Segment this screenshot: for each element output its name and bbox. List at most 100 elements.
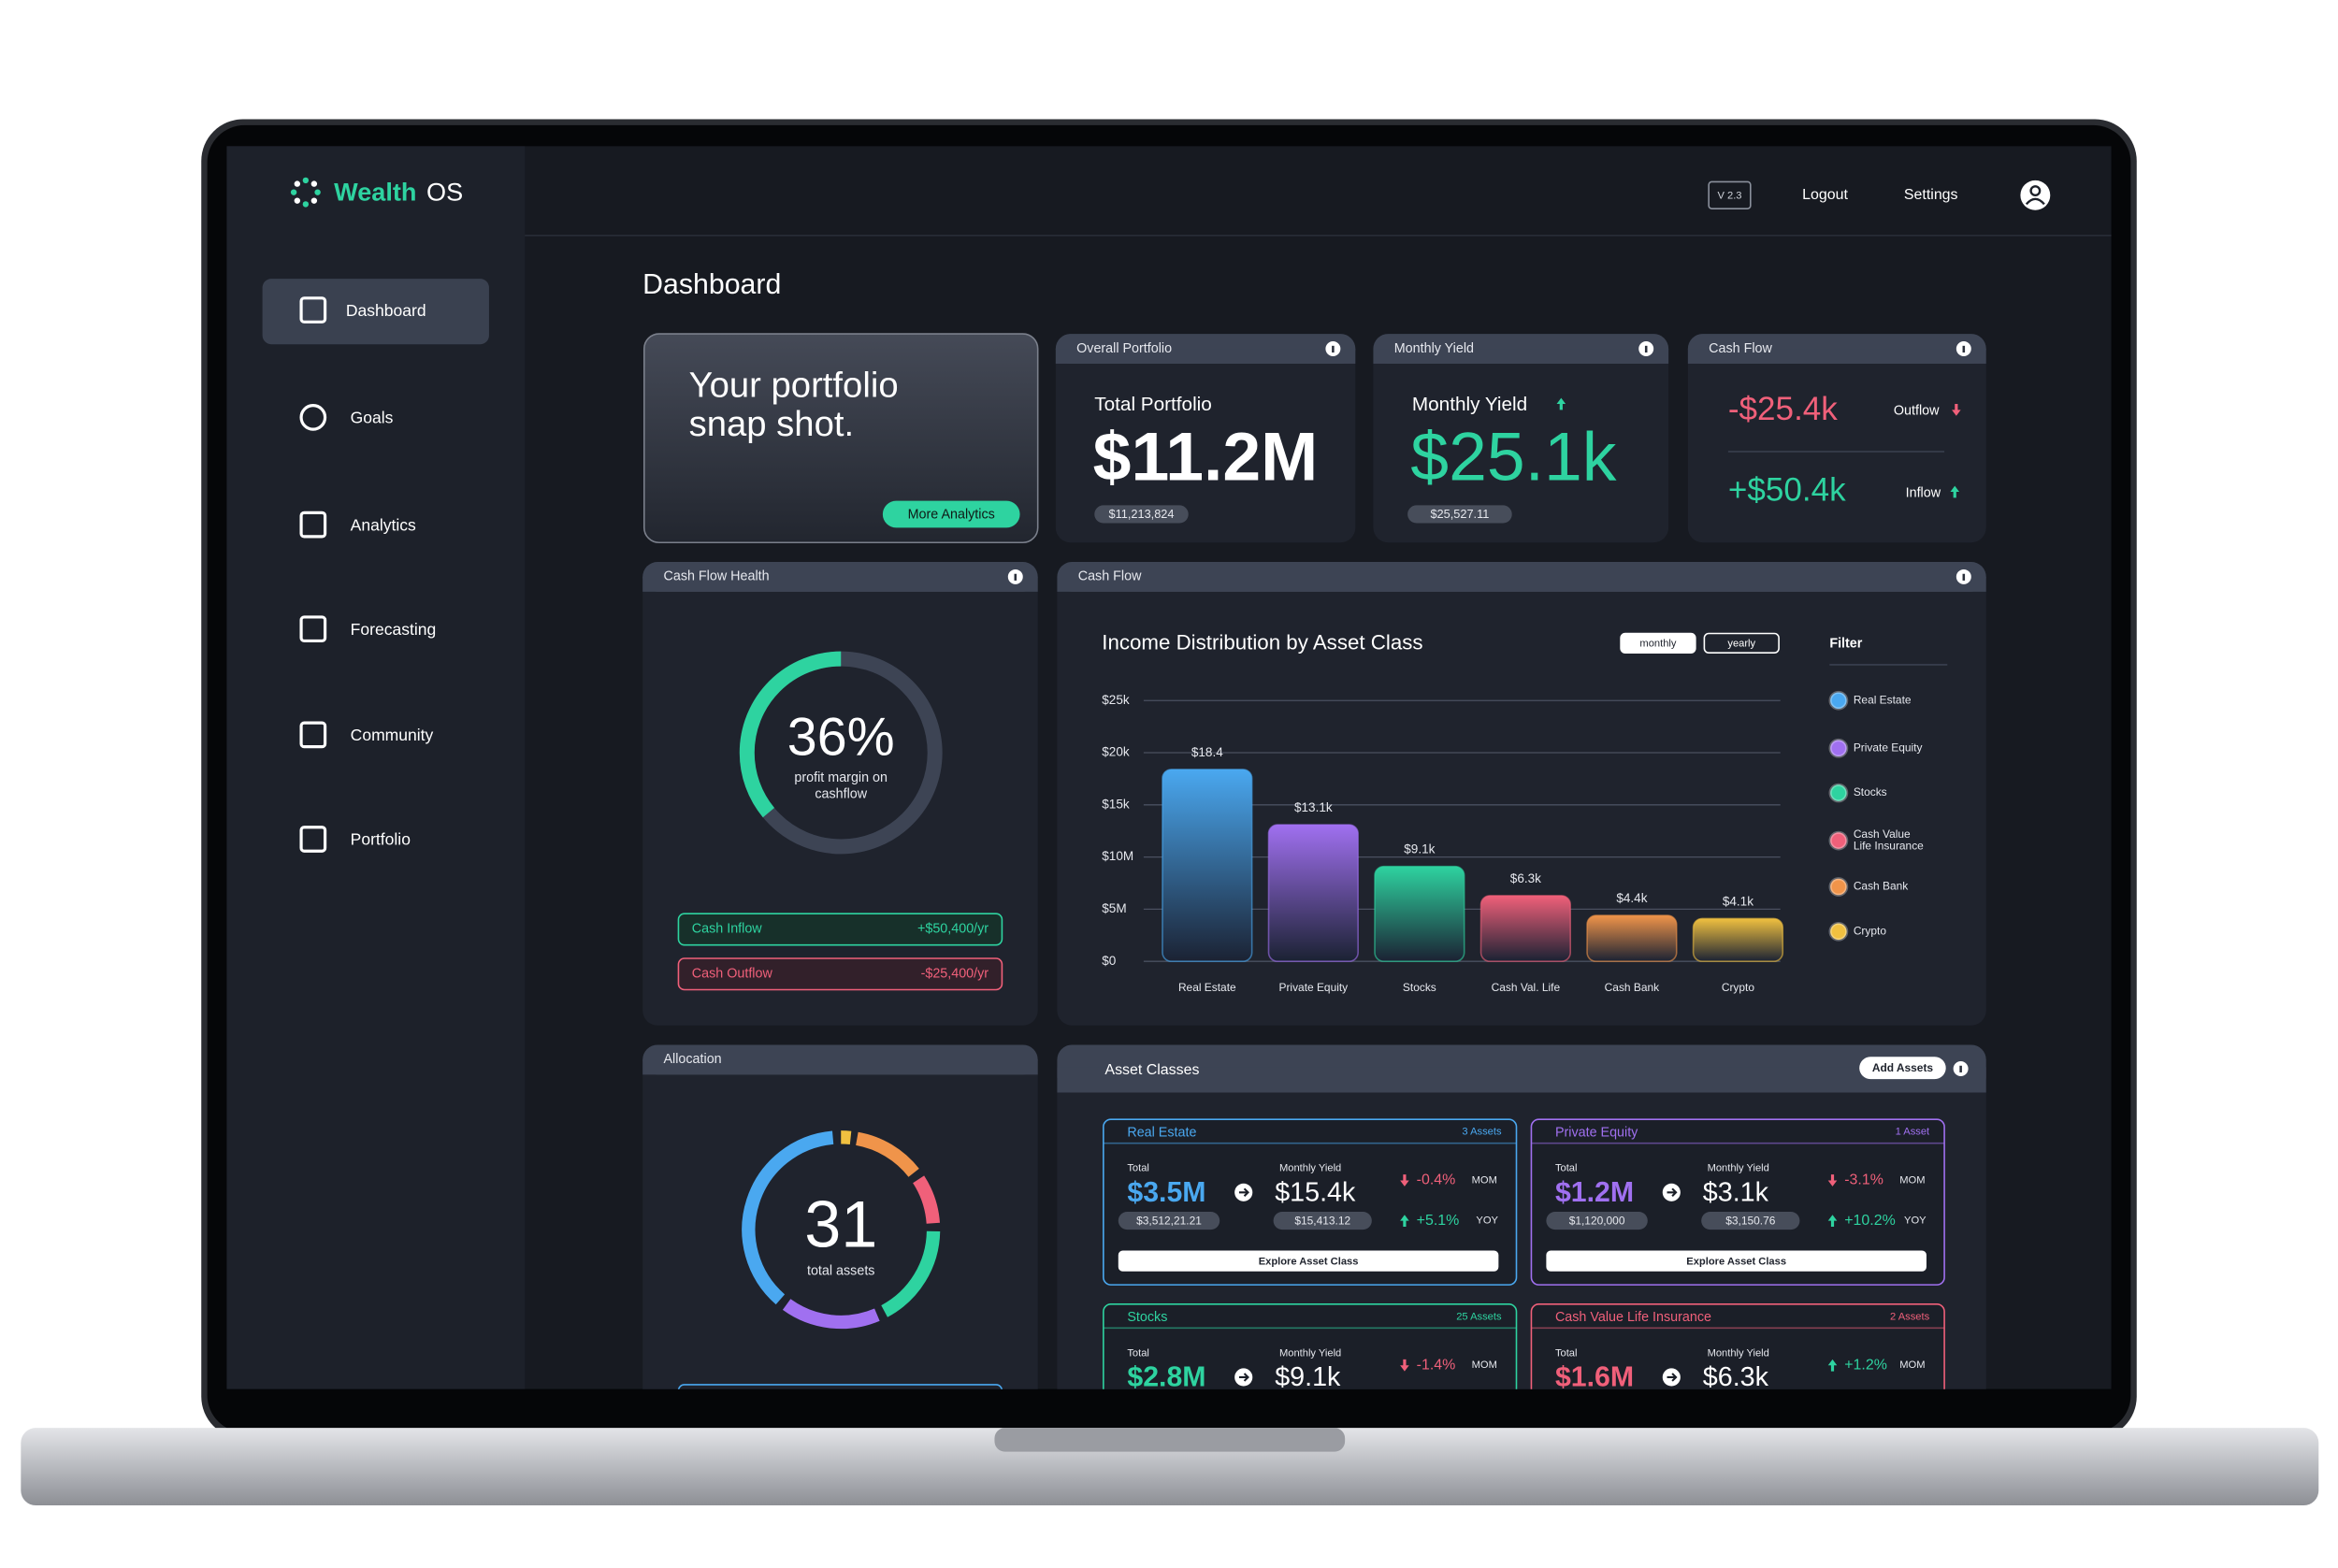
asset-card-name: Cash Value Life Insurance <box>1555 1310 1711 1325</box>
filter-label: Crypto <box>1854 924 1887 937</box>
filter-label: Stocks <box>1854 785 1887 798</box>
logo-dot <box>310 180 318 187</box>
asset-mom: -3.1% <box>1844 1172 1883 1188</box>
nav-item[interactable]: Portfolio <box>351 830 411 849</box>
cash-outflow-value: -$25,400/yr <box>921 967 989 982</box>
asset-yield-exact-bg <box>1701 1212 1800 1230</box>
nav-icon <box>299 511 327 539</box>
x-tick-label: Cash Bank <box>1605 981 1659 994</box>
nav-item[interactable]: Dashboard <box>346 301 426 320</box>
version-box <box>1708 180 1752 209</box>
arrow-glyph <box>1238 1373 1249 1382</box>
bar-value-label: $4.4k <box>1616 891 1647 905</box>
card-header-fill <box>1055 349 1356 364</box>
filter-label: Cash Bank <box>1854 880 1908 893</box>
nav-item[interactable]: Analytics <box>351 515 416 534</box>
total-portfolio-exact-bg <box>1094 505 1189 524</box>
brand-name: Wealth <box>334 177 416 206</box>
asset-card <box>1530 1303 1945 1389</box>
card-header-fill <box>1057 576 1986 592</box>
inflow-value: +$50.4k <box>1728 471 1846 508</box>
card-header-title: Allocation <box>664 1052 722 1067</box>
brand-suffix: OS <box>426 177 463 206</box>
asset-yoy: +5.1% <box>1417 1213 1460 1229</box>
filter-check[interactable] <box>1828 783 1849 803</box>
filter-check[interactable] <box>1828 738 1849 758</box>
x-tick-label: Crypto <box>1722 981 1755 994</box>
logo-dot <box>294 180 301 187</box>
explore-button[interactable] <box>1546 1250 1927 1272</box>
arrow-down <box>1827 1174 1838 1187</box>
monthly-yield-label: Monthly Yield <box>1412 394 1527 415</box>
allocation-segment <box>782 1299 880 1330</box>
allocation-caption: total assets <box>807 1264 874 1279</box>
logo-dot <box>290 189 297 195</box>
card-header-fill <box>642 576 1038 592</box>
outflow-box <box>677 957 1003 991</box>
monthly-yield-exact: $25,527.11 <box>1430 507 1489 521</box>
asset-card <box>1530 1118 1945 1286</box>
add-assets-label: Add Assets <box>1872 1061 1934 1074</box>
filter-check[interactable] <box>1828 830 1849 851</box>
asset-total-exact-bg <box>1118 1212 1220 1230</box>
total-label: Total <box>1127 1163 1149 1174</box>
arrow-glyph <box>1238 1187 1249 1198</box>
asset-total: $1.2M <box>1555 1177 1634 1208</box>
bar-value-label: $18.4 <box>1191 745 1223 759</box>
asset-total-exact: $1,120,000 <box>1569 1215 1625 1228</box>
snapshot-card <box>642 333 1039 544</box>
filter-check[interactable] <box>1828 877 1849 897</box>
monthly-yield-value: $25.1k <box>1410 419 1617 496</box>
logo-dot <box>310 197 318 204</box>
toggle[interactable] <box>1703 632 1780 655</box>
outflow-value: -$25.4k <box>1728 391 1838 427</box>
filter-check[interactable] <box>1828 690 1849 711</box>
arrow-up <box>1556 397 1566 410</box>
y-tick-label: $20k <box>1102 745 1130 759</box>
income-title: Income Distribution by Asset Class <box>1102 631 1422 655</box>
filter-check[interactable] <box>1828 921 1849 942</box>
nav-icon <box>299 615 327 643</box>
allocation-segment <box>881 1230 941 1317</box>
arrow-down <box>1952 404 1961 416</box>
yield-label: Monthly Yield <box>1708 1163 1769 1174</box>
snapshot-title: snap shot. <box>689 404 855 444</box>
monthly-yield-exact-bg <box>1407 505 1512 524</box>
x-tick-label: Stocks <box>1403 981 1436 994</box>
x-tick-label: Private Equity <box>1279 981 1349 994</box>
toggle[interactable] <box>1620 632 1696 655</box>
nav-item[interactable]: Community <box>351 726 434 744</box>
explore-button[interactable] <box>1118 1250 1499 1272</box>
asset-mom: -1.4% <box>1417 1357 1456 1373</box>
total-portfolio-value: $11.2M <box>1093 419 1319 496</box>
bar-value-label: $6.3k <box>1510 871 1541 885</box>
yoy-label: YOY <box>1476 1216 1498 1227</box>
asset-card-count: 2 Assets <box>1890 1311 1930 1322</box>
filter-label: Life Insurance <box>1854 840 1924 853</box>
nav-item[interactable]: Forecasting <box>351 620 437 639</box>
asset-yield-exact: $3,150.76 <box>1725 1215 1775 1228</box>
health-caption: profit margin on <box>794 770 888 785</box>
nav-item[interactable]: Goals <box>351 409 394 427</box>
allocation-segment <box>841 1130 852 1144</box>
base-notch <box>994 1428 1346 1452</box>
card-header-fill <box>1687 349 1986 364</box>
bar-value-label: $9.1k <box>1404 842 1435 856</box>
bar <box>1586 914 1678 962</box>
asset-card-count: 1 Asset <box>1896 1127 1930 1138</box>
allocation-segment <box>913 1175 941 1224</box>
outflow-label: Outflow <box>1894 404 1940 419</box>
logout-link[interactable]: Logout <box>1802 187 1848 203</box>
add-assets-button[interactable] <box>1859 1057 1946 1080</box>
asset-yield: $9.1k <box>1275 1362 1341 1392</box>
asset-yield: $15.4k <box>1275 1177 1356 1207</box>
nav-icon <box>299 721 327 749</box>
asset-yield-exact: $15,413.12 <box>1294 1215 1350 1228</box>
card-header-title: Cash Flow <box>1078 569 1142 584</box>
health-percent: 36% <box>787 707 895 767</box>
bar <box>1374 865 1465 962</box>
settings-link[interactable]: Settings <box>1904 187 1958 203</box>
more-analytics-button[interactable] <box>882 500 1020 528</box>
bar <box>1162 769 1253 962</box>
